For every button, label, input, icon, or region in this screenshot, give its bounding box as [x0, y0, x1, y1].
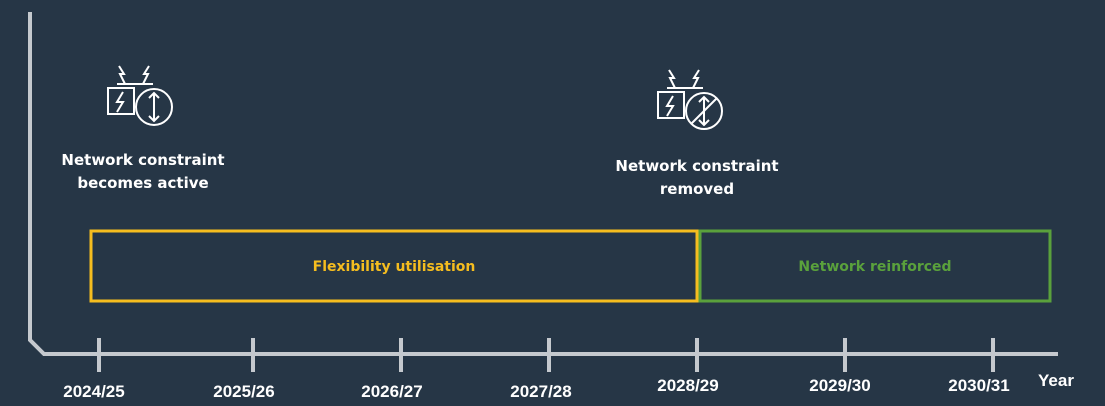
event-label: becomes active [77, 174, 208, 192]
constraint-removed-icon [657, 69, 723, 130]
event-label: Network constraint [61, 151, 224, 169]
year-label: 2024/25 [63, 382, 124, 401]
axis-title: Year [1038, 371, 1074, 390]
year-label: 2025/26 [213, 382, 274, 401]
phase-label: Flexibility utilisation [313, 259, 476, 275]
year-label: 2028/29 [657, 376, 718, 395]
phase-box [698, 229, 1052, 303]
year-label: 2027/28 [510, 382, 571, 401]
constraint-icon [107, 65, 173, 126]
phase-box [89, 229, 699, 303]
year-label: 2030/31 [948, 376, 1009, 395]
ticks [97, 338, 995, 372]
year-label: 2026/27 [361, 382, 422, 401]
event-label: Network constraint [615, 157, 778, 175]
event-label: removed [660, 180, 734, 198]
year-label: 2029/30 [809, 376, 870, 395]
phase-label: Network reinforced [798, 259, 951, 275]
